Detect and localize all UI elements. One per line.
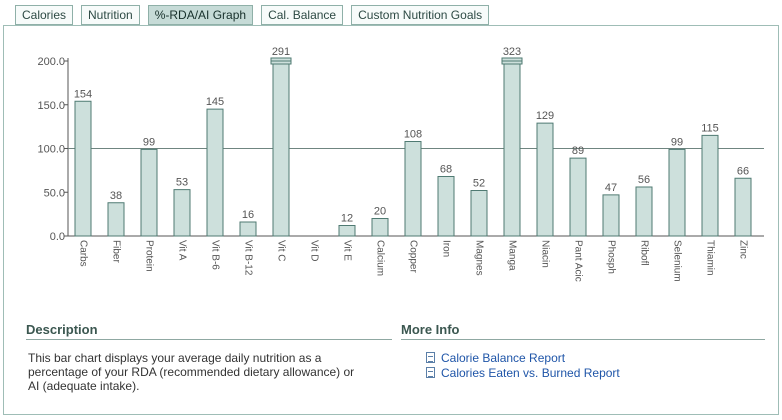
x-tick-label: Protein — [143, 240, 154, 272]
x-tick-label: Thiamin — [704, 240, 715, 276]
bar-value-label: 145 — [206, 96, 224, 108]
bar-value-label: 52 — [473, 178, 485, 190]
bar-value-label: 47 — [605, 182, 617, 194]
y-tick-label: 100.0 — [37, 144, 65, 156]
bar-value-label: 16 — [242, 209, 254, 221]
bar-value-label: 53 — [176, 177, 188, 189]
x-tick-label: Ribofl — [638, 240, 649, 266]
description-title: Description — [26, 322, 98, 337]
bar-calcium — [371, 218, 389, 237]
x-tick-label: Magnes — [473, 240, 484, 276]
x-tick-label: Vit C — [275, 240, 286, 262]
y-tick-label: 150.0 — [37, 100, 65, 112]
bar-vit-b-6 — [206, 108, 224, 237]
bar-carbs — [74, 100, 92, 237]
x-tick-label: Copper — [407, 240, 418, 273]
bar-value-label: 12 — [341, 213, 353, 225]
bar-vit-c — [272, 60, 290, 237]
bar-value-label: 89 — [572, 145, 584, 157]
description-rule — [26, 339, 392, 340]
bar-vit-b-12 — [239, 221, 257, 237]
link-row-eaten-burned[interactable]: Calories Eaten vs. Burned Report — [426, 365, 620, 380]
tab-bar: Calories Nutrition %-RDA/AI Graph Cal. B… — [15, 5, 490, 25]
x-tick-label: Vit B-6 — [209, 240, 220, 270]
calorie-balance-report-link[interactable]: Calorie Balance Report — [441, 350, 566, 365]
x-tick-label: Carbs — [77, 240, 88, 267]
tab-custom-goals[interactable]: Custom Nutrition Goals — [351, 5, 490, 25]
x-tick-label: Zinc — [737, 240, 748, 259]
bar-value-label: 99 — [671, 136, 683, 148]
rda-bar-chart: 0.0 50.0 100.0 150.0 200.0 154 Carbs 38 Fiber 99 P… — [37, 46, 764, 282]
link-row-calorie-balance[interactable]: Calorie Balance Report — [426, 350, 620, 365]
y-tick-label: 0.0 — [50, 231, 65, 243]
bar-value-label: 323 — [503, 46, 521, 58]
bar-selenium — [668, 148, 686, 237]
bar-copper — [404, 141, 422, 237]
bar-value-label: 99 — [143, 136, 155, 148]
bar-magnes — [470, 190, 488, 237]
bar-value-label: 38 — [110, 190, 122, 202]
x-tick-label: Niacin — [539, 240, 550, 268]
bar-ribofl — [635, 186, 653, 237]
tab-rda-graph[interactable]: %-RDA/AI Graph — [147, 5, 254, 25]
calories-eaten-burned-report-link[interactable]: Calories Eaten vs. Burned Report — [441, 365, 620, 380]
tab-cal-balance[interactable]: Cal. Balance — [261, 5, 344, 25]
more-info-rule — [401, 339, 765, 340]
bar-vit-a — [173, 189, 191, 237]
more-info-links: Calorie Balance Report Calories Eaten vs… — [426, 350, 620, 380]
bar-phosph — [602, 194, 620, 237]
bar-protein — [140, 148, 158, 237]
bar-value-label: 115 — [701, 122, 719, 134]
document-icon — [426, 352, 435, 363]
x-tick-label: Manga — [506, 240, 517, 271]
x-tick-label: Fiber — [110, 240, 121, 263]
x-tick-label: Vit B-12 — [242, 240, 253, 276]
bar-iron — [437, 176, 455, 237]
bar-niacin — [536, 122, 554, 237]
x-tick-label: Iron — [440, 240, 451, 257]
bar-value-label: 20 — [374, 206, 386, 218]
x-tick-label: Selenium — [671, 240, 682, 282]
bar-value-label: 129 — [536, 110, 554, 122]
y-tick-label: 50.0 — [44, 187, 65, 199]
x-tick-label: Calcium — [374, 240, 385, 276]
bar-value-label: 66 — [737, 165, 749, 177]
bar-pant-acic — [569, 157, 587, 237]
more-info-title: More Info — [401, 322, 460, 337]
bar-value-label: 68 — [440, 164, 452, 176]
document-icon — [426, 367, 435, 378]
x-tick-label: Vit D — [308, 240, 319, 262]
description-text: This bar chart displays your average dai… — [28, 351, 355, 393]
x-tick-label: Vit A — [176, 240, 187, 261]
x-tick-label: Pant Acic — [572, 240, 583, 282]
tab-calories[interactable]: Calories — [15, 5, 74, 25]
bar-zinc — [734, 177, 752, 237]
x-tick-label: Phosph — [605, 240, 616, 274]
bar-manga — [503, 60, 521, 237]
content-panel: 0.0 50.0 100.0 150.0 200.0 154 Carbs 38 Fiber 99 P… — [3, 25, 779, 415]
y-tick-label: 200.0 — [37, 56, 65, 68]
bar-value-label: 291 — [272, 46, 290, 58]
tab-nutrition[interactable]: Nutrition — [81, 5, 140, 25]
bar-value-label: 154 — [74, 88, 92, 100]
x-tick-label: Vit E — [341, 240, 352, 261]
bar-fiber — [107, 202, 125, 237]
bar-value-label: 56 — [638, 174, 650, 186]
bar-thiamin — [701, 134, 719, 237]
bar-vit-e — [338, 225, 356, 237]
bar-value-label: 108 — [404, 129, 422, 141]
